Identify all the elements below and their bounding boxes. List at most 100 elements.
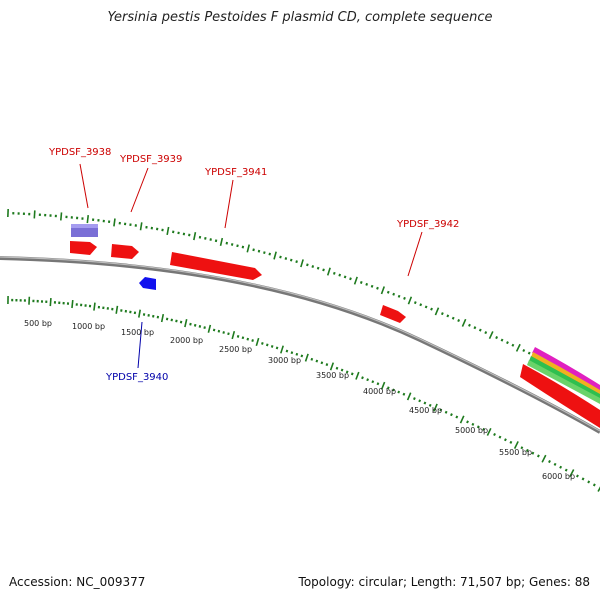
- gene-label-3942[interactable]: YPDSF_3942: [396, 219, 459, 230]
- major-tick: [433, 403, 438, 412]
- major-tick: [380, 286, 386, 295]
- minor-tick: [275, 346, 279, 350]
- major-tick: [329, 362, 335, 371]
- minor-tick: [335, 366, 339, 370]
- minor-tick: [423, 401, 427, 405]
- minor-tick: [212, 328, 216, 332]
- minor-tick: [236, 334, 240, 338]
- minor-tick: [466, 420, 469, 424]
- gene-ypdsf-3942[interactable]: [380, 305, 406, 323]
- minor-tick: [189, 322, 192, 326]
- major-tick: [246, 244, 251, 253]
- minor-tick: [300, 354, 304, 358]
- minor-tick: [366, 378, 369, 382]
- major-tick: [231, 331, 236, 340]
- major-tick: [513, 441, 519, 449]
- minor-tick: [310, 357, 314, 361]
- scale-labels: 500 bp 1000 bp 1500 bp 2000 bp 2500 bp 3…: [24, 319, 575, 481]
- gene-label-3940[interactable]: YPDSF_3940: [105, 372, 168, 383]
- gene-ypdsf-3938[interactable]: [70, 241, 97, 255]
- minor-tick: [175, 319, 178, 323]
- major-tick: [138, 309, 141, 318]
- minor-tick: [548, 460, 551, 464]
- scale-label: 1500 bp: [121, 328, 154, 337]
- topology-summary: Topology: circular; Length: 71,507 bp; G…: [298, 575, 590, 589]
- minor-tick: [295, 352, 299, 356]
- major-tick: [86, 215, 90, 224]
- rna-feature-highlight: [71, 224, 98, 228]
- gene-ypdsf-3941[interactable]: [170, 252, 262, 280]
- minor-tick: [359, 281, 363, 284]
- right-feature-cluster[interactable]: [520, 347, 600, 428]
- minor-tick: [265, 343, 269, 347]
- gene-label-3939[interactable]: YPDSF_3939: [119, 154, 182, 165]
- plasmid-backbone-highlight: [0, 256, 600, 432]
- minor-tick: [227, 332, 230, 336]
- gene-ypdsf-3939[interactable]: [111, 244, 139, 259]
- callout-line-3940: [137, 321, 143, 369]
- major-tick: [353, 276, 358, 285]
- major-tick: [273, 251, 277, 260]
- callout-line-3938: [79, 163, 89, 209]
- major-tick: [280, 345, 284, 354]
- scale-label: 3500 bp: [316, 371, 349, 380]
- gene-label-3941[interactable]: YPDSF_3941: [204, 167, 267, 178]
- major-tick: [355, 371, 360, 380]
- minor-tick: [468, 323, 471, 327]
- minor-tick: [338, 273, 342, 277]
- minor-tick: [484, 331, 488, 335]
- callout-line-3939: [130, 167, 149, 213]
- minor-tick: [440, 312, 444, 316]
- minor-tick: [536, 454, 540, 458]
- minor-tick: [214, 239, 218, 243]
- minor-tick: [241, 245, 245, 249]
- callout-line-3941: [224, 179, 234, 229]
- major-tick: [406, 392, 412, 401]
- minor-tick: [525, 448, 529, 452]
- major-tick: [113, 218, 116, 227]
- major-tick: [326, 267, 331, 276]
- minor-tick: [397, 294, 401, 298]
- minor-tick: [413, 397, 416, 401]
- minor-tick: [270, 344, 274, 348]
- minor-tick: [455, 415, 459, 419]
- minor-tick: [170, 318, 173, 322]
- major-tick: [166, 226, 170, 236]
- minor-tick: [365, 282, 369, 286]
- gene-label-3938[interactable]: YPDSF_3938: [48, 147, 111, 158]
- minor-tick: [370, 284, 374, 288]
- minor-tick: [193, 323, 197, 327]
- major-tick: [193, 232, 197, 241]
- major-tick: [33, 210, 36, 219]
- major-tick: [515, 343, 521, 352]
- scale-label: 6000 bp: [542, 472, 575, 481]
- minor-tick: [279, 255, 282, 259]
- minor-tick: [471, 422, 475, 426]
- minor-tick: [289, 258, 293, 262]
- minor-tick: [361, 376, 364, 380]
- minor-tick: [575, 474, 579, 478]
- minor-tick: [413, 301, 417, 305]
- minor-tick: [284, 257, 288, 260]
- minor-tick: [553, 462, 557, 466]
- minor-tick: [592, 483, 596, 487]
- major-tick: [115, 305, 119, 314]
- major-tick: [541, 454, 547, 463]
- minor-tick: [325, 363, 329, 367]
- minor-tick: [509, 440, 513, 444]
- minor-tick: [306, 263, 309, 267]
- minor-tick: [392, 388, 395, 392]
- major-tick: [93, 302, 96, 311]
- minor-tick: [473, 326, 477, 330]
- minor-tick: [500, 338, 504, 342]
- minor-tick: [241, 336, 245, 340]
- minor-tick: [340, 368, 344, 372]
- minor-tick: [263, 251, 266, 255]
- callout-line-3942: [407, 231, 423, 277]
- gene-ypdsf-3940[interactable]: [139, 277, 156, 290]
- minor-tick: [587, 480, 591, 484]
- minor-tick: [386, 290, 390, 294]
- minor-tick: [257, 249, 261, 253]
- major-tick: [569, 469, 575, 477]
